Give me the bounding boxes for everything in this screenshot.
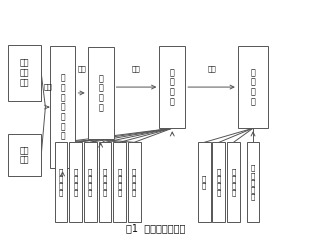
Text: 过
程
性
考
核: 过 程 性 考 核 [251,165,255,200]
Text: 课
堂
教
学: 课 堂 教 学 [170,68,175,106]
Text: 新
形
态
课
程
体
系: 新 形 态 课 程 体 系 [60,73,65,141]
Bar [55,142,67,222]
Bar [227,142,240,222]
Text: 微
课
视
频: 微 课 视 频 [73,168,78,196]
Text: 图1  新形态课程体系: 图1 新形态课程体系 [126,223,185,233]
Bar [69,142,82,222]
Bar [247,142,259,222]
Bar [49,46,76,168]
Bar [238,46,268,128]
Bar [84,142,97,222]
Bar [212,142,225,222]
Bar [8,134,41,176]
Text: 遴选: 遴选 [77,66,86,72]
Bar [128,142,141,222]
Text: 项
目
成
果: 项 目 成 果 [231,168,236,196]
Text: 构建: 构建 [44,84,52,90]
Text: 实施: 实施 [132,66,141,72]
Text: 人才
培养
计划: 人才 培养 计划 [20,59,29,87]
Text: 实
训
课
程: 实 训 课 程 [117,168,122,196]
Text: 自
主
学
习: 自 主 学 习 [132,168,136,196]
Bar [88,47,114,139]
Text: 设
计
报
告: 设 计 报 告 [217,168,221,196]
Text: 企业
需求: 企业 需求 [20,146,29,165]
Text: 评价: 评价 [207,66,216,72]
Bar [159,46,185,128]
Text: 翻
转
课
堂: 翻 转 课 堂 [103,168,107,196]
Bar [113,142,126,222]
Text: 项
目
引
领: 项 目 引 领 [59,168,63,196]
Bar [8,45,41,101]
Text: 线
上
课
程: 线 上 课 程 [88,168,92,196]
Bar [99,142,111,222]
Text: 答
辩: 答 辩 [202,175,207,189]
Bar [198,142,211,222]
Text: 核
心
知
识: 核 心 知 识 [98,74,103,112]
Text: 课
程
评
价: 课 程 评 价 [251,68,255,106]
